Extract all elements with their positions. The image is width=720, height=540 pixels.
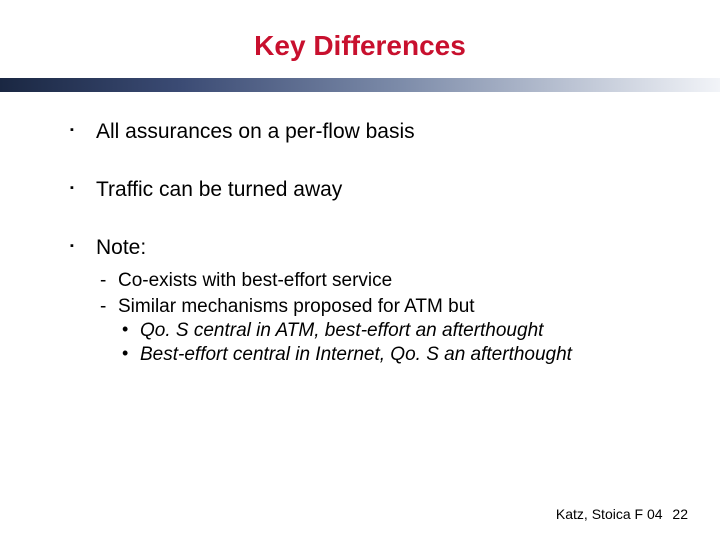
bullet-list-lvl1: All assurances on a per-flow basis Traff… bbox=[70, 120, 680, 366]
title-underline-bar bbox=[0, 78, 720, 92]
footer-credit: Katz, Stoica F 04 bbox=[556, 506, 663, 522]
bullet-text: All assurances on a per-flow basis bbox=[96, 120, 415, 143]
slide-footer: Katz, Stoica F 04 22 bbox=[556, 506, 688, 522]
list-item: Qo. S central in ATM, best-effort an aft… bbox=[118, 320, 680, 342]
bullet-text: Similar mechanisms proposed for ATM but bbox=[118, 296, 475, 317]
list-item: Note: Co-exists with best-effort service… bbox=[70, 236, 680, 366]
slide: { "title": "Key Differences", "title_col… bbox=[0, 0, 720, 540]
list-item: Best-effort central in Internet, Qo. S a… bbox=[118, 344, 680, 366]
bullet-text: Qo. S central in ATM, best-effort an aft… bbox=[140, 320, 543, 341]
bullet-text: Co-exists with best-effort service bbox=[118, 270, 392, 291]
bullet-list-lvl3: Qo. S central in ATM, best-effort an aft… bbox=[118, 320, 680, 366]
list-item: Traffic can be turned away bbox=[70, 178, 680, 202]
bullet-text: Traffic can be turned away bbox=[96, 178, 342, 201]
bullet-list-lvl2: Co-exists with best-effort service Simil… bbox=[96, 270, 680, 366]
page-number: 22 bbox=[672, 506, 688, 522]
list-item: Co-exists with best-effort service bbox=[96, 270, 680, 292]
slide-body: All assurances on a per-flow basis Traff… bbox=[70, 120, 680, 400]
list-item: Similar mechanisms proposed for ATM but … bbox=[96, 296, 680, 366]
list-item: All assurances on a per-flow basis bbox=[70, 120, 680, 144]
bullet-text: Note: bbox=[96, 236, 146, 259]
slide-title: Key Differences bbox=[0, 30, 720, 62]
bullet-text: Best-effort central in Internet, Qo. S a… bbox=[140, 344, 572, 365]
